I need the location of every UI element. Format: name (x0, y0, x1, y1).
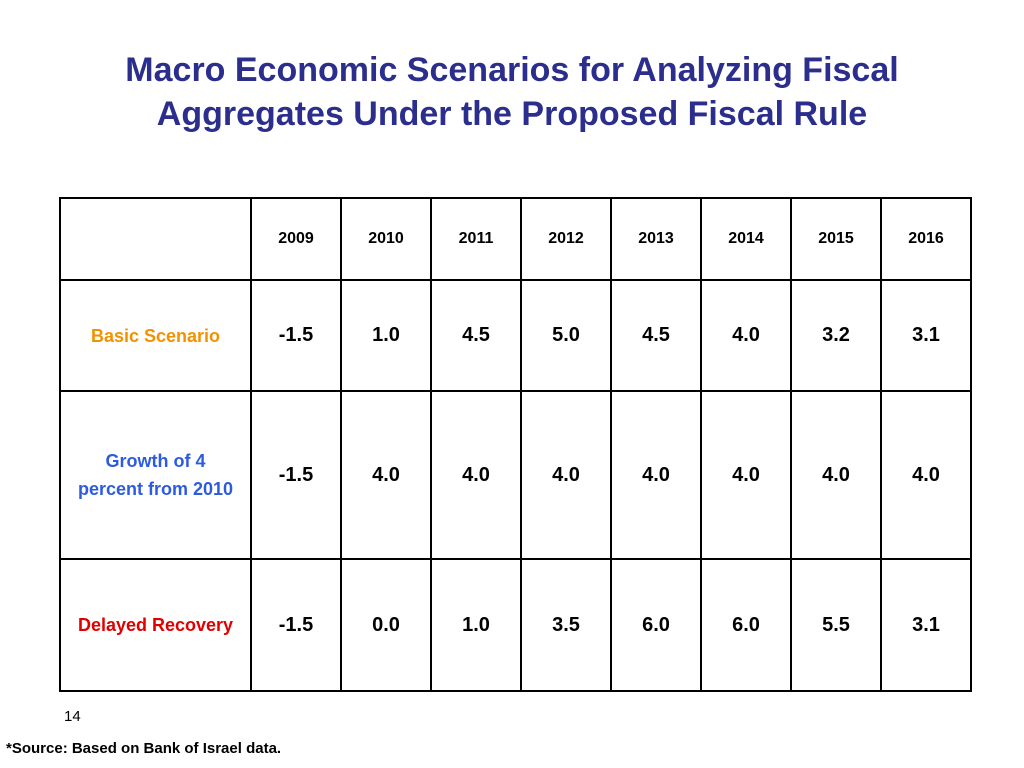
row-label-basic-scenario: Basic Scenario (59, 279, 252, 392)
slide-title-line-1: Macro Economic Scenarios for Analyzing F… (125, 51, 899, 89)
table-cell: 4.0 (880, 390, 972, 560)
table-cell: 6.0 (700, 558, 792, 692)
table-cell: 4.0 (430, 390, 522, 560)
table-row-basic-scenario: Basic Scenario -1.5 1.0 4.5 5.0 4.5 4.0 … (59, 279, 972, 392)
slide-number: 14 (64, 708, 81, 725)
table-cell: 3.1 (880, 558, 972, 692)
table-cell: 4.0 (340, 390, 432, 560)
table-cell: 4.5 (430, 279, 522, 392)
table-cell: -1.5 (250, 390, 342, 560)
table-cell: 5.0 (520, 279, 612, 392)
year-header-2014: 2014 (700, 197, 792, 281)
slide-title: Macro Economic Scenarios for Analyzing F… (0, 48, 1024, 136)
scenarios-table: 2009 2010 2011 2012 2013 2014 2015 2016 … (59, 197, 972, 692)
table-cell: 3.5 (520, 558, 612, 692)
table-row-growth-4-percent: Growth of 4 percent from 2010 -1.5 4.0 4… (59, 390, 972, 560)
table-cell: 4.0 (790, 390, 882, 560)
year-header-2010: 2010 (340, 197, 432, 281)
year-header-2012: 2012 (520, 197, 612, 281)
table-row-delayed-recovery: Delayed Recovery -1.5 0.0 1.0 3.5 6.0 6.… (59, 558, 972, 692)
table-cell: 6.0 (610, 558, 702, 692)
table-cell: 1.0 (340, 279, 432, 392)
table-cell: 0.0 (340, 558, 432, 692)
table-cell: 4.0 (610, 390, 702, 560)
table-cell: 3.2 (790, 279, 882, 392)
slide-title-line-2: Aggregates Under the Proposed Fiscal Rul… (156, 95, 868, 133)
table-corner-cell (59, 197, 252, 281)
year-header-2009: 2009 (250, 197, 342, 281)
table-cell: 4.0 (700, 390, 792, 560)
table-cell: 4.5 (610, 279, 702, 392)
table-cell: 3.1 (880, 279, 972, 392)
table-cell: 4.0 (520, 390, 612, 560)
table-cell: -1.5 (250, 558, 342, 692)
year-header-2013: 2013 (610, 197, 702, 281)
table-cell: 5.5 (790, 558, 882, 692)
row-label-delayed-recovery: Delayed Recovery (59, 558, 252, 692)
table-cell: 4.0 (700, 279, 792, 392)
table-cell: 1.0 (430, 558, 522, 692)
year-header-2015: 2015 (790, 197, 882, 281)
row-label-growth-4-percent: Growth of 4 percent from 2010 (59, 390, 252, 560)
source-note: *Source: Based on Bank of Israel data. (6, 740, 282, 757)
year-header-2011: 2011 (430, 197, 522, 281)
table-header-row: 2009 2010 2011 2012 2013 2014 2015 2016 (59, 197, 972, 281)
table-cell: -1.5 (250, 279, 342, 392)
year-header-2016: 2016 (880, 197, 972, 281)
